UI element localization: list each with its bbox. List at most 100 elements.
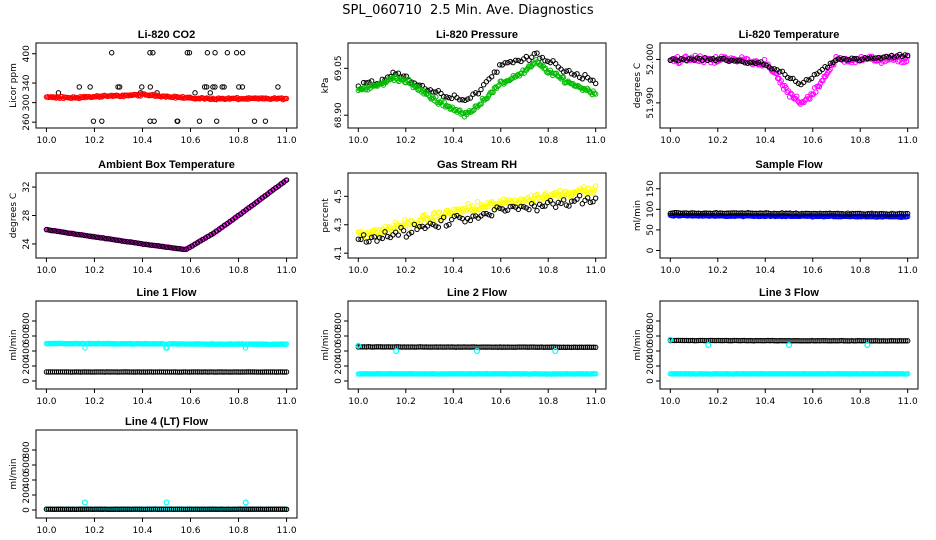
- data-point: [718, 56, 724, 62]
- data-point: [491, 207, 498, 213]
- x-tick-label: 10.4: [443, 136, 463, 146]
- y-tick-label: 800: [334, 312, 344, 329]
- y-tick-label: 50: [646, 224, 656, 236]
- x-tick-label: 10.6: [180, 397, 200, 407]
- data-point: [744, 60, 751, 66]
- data-point: [507, 203, 514, 210]
- data-point: [453, 206, 459, 212]
- data-point: [383, 79, 389, 86]
- data-point: [219, 84, 225, 90]
- data-point: [518, 58, 524, 65]
- y-tick-label: 0: [22, 507, 32, 513]
- data-point: [435, 224, 442, 230]
- data-point: [558, 200, 564, 207]
- x-tick-label: 10.8: [229, 136, 249, 146]
- y-tick-label: 600: [22, 327, 32, 344]
- data-point: [728, 57, 735, 64]
- data-point: [224, 50, 231, 56]
- x-tick-label: 10.0: [660, 397, 680, 407]
- data-point: [566, 203, 572, 209]
- series-primary: [43, 340, 290, 351]
- series-primary: [355, 57, 599, 120]
- data-point: [173, 245, 179, 252]
- chart-title: Ambient Box Temperature: [98, 159, 235, 171]
- x-tick-label: 10.8: [229, 397, 249, 407]
- y-axis-label: degrees C: [9, 193, 19, 238]
- x-tick-label: 11.0: [277, 266, 297, 276]
- data-point: [550, 201, 556, 207]
- data-point: [172, 95, 179, 101]
- x-tick-label: 10.0: [348, 397, 368, 407]
- chart-pressure: Li-820 Pressure 10.0 10.2 10.4 10.6 10.8 11.0 6…: [321, 29, 607, 146]
- data-point: [448, 216, 455, 223]
- y-tick-label: 400: [22, 342, 32, 359]
- y-tick-label: 69.05: [334, 55, 344, 81]
- data-point: [486, 212, 492, 218]
- data-point: [480, 211, 487, 217]
- y-tick-label: 600: [22, 456, 32, 473]
- data-point: [384, 233, 391, 240]
- data-point: [520, 204, 527, 210]
- data-point: [566, 67, 572, 74]
- data-point: [184, 50, 191, 56]
- data-point: [707, 56, 714, 62]
- data-point: [480, 82, 487, 88]
- data-point: [872, 55, 879, 61]
- data-point: [440, 214, 447, 221]
- series-secondary: [667, 209, 911, 217]
- data-point: [383, 224, 389, 230]
- plot-frame: [35, 42, 298, 129]
- data-point: [46, 227, 52, 233]
- data-point: [544, 58, 551, 65]
- x-tick-label: 10.0: [36, 397, 56, 407]
- data-point: [242, 499, 249, 506]
- data-point: [374, 238, 380, 244]
- data-point: [400, 227, 407, 234]
- data-point: [221, 84, 227, 90]
- data-point: [488, 212, 495, 219]
- data-point: [472, 207, 478, 213]
- data-point: [576, 192, 583, 199]
- plot-frame: [659, 172, 919, 259]
- data-point: [581, 184, 587, 190]
- y-tick-label: 200: [334, 357, 344, 374]
- data-point: [360, 232, 367, 238]
- data-point: [150, 50, 156, 56]
- x-tick-label: 10.8: [850, 136, 870, 146]
- data-point: [782, 71, 788, 78]
- data-point: [113, 237, 120, 243]
- data-point: [502, 208, 508, 214]
- data-point: [385, 76, 391, 82]
- data-point: [92, 234, 98, 240]
- data-point: [688, 56, 695, 62]
- data-point: [520, 67, 526, 73]
- data-point: [573, 83, 580, 90]
- data-point: [62, 229, 69, 236]
- data-point: [363, 239, 370, 245]
- data-point: [507, 58, 514, 65]
- data-point: [587, 77, 594, 83]
- data-point: [568, 71, 575, 77]
- data-point: [148, 242, 155, 248]
- series-primary: [355, 183, 599, 241]
- data-point: [539, 203, 546, 209]
- data-point: [275, 84, 281, 90]
- y-axis-label: percent: [321, 198, 331, 233]
- data-point: [154, 243, 160, 249]
- data-point: [212, 84, 218, 90]
- data-point: [442, 104, 449, 110]
- data-point: [531, 51, 538, 57]
- data-point: [563, 202, 570, 208]
- data-point: [438, 217, 444, 224]
- data-point: [752, 60, 759, 67]
- y-tick-label: 68.90: [334, 102, 344, 128]
- data-point: [411, 83, 418, 89]
- data-point: [478, 101, 484, 107]
- data-point: [591, 90, 598, 96]
- data-point: [399, 222, 406, 228]
- data-point: [504, 207, 511, 213]
- data-point: [582, 197, 588, 204]
- data-point: [51, 228, 58, 234]
- y-tick-label: 32: [22, 181, 32, 192]
- x-tick-label: 11.0: [898, 266, 918, 276]
